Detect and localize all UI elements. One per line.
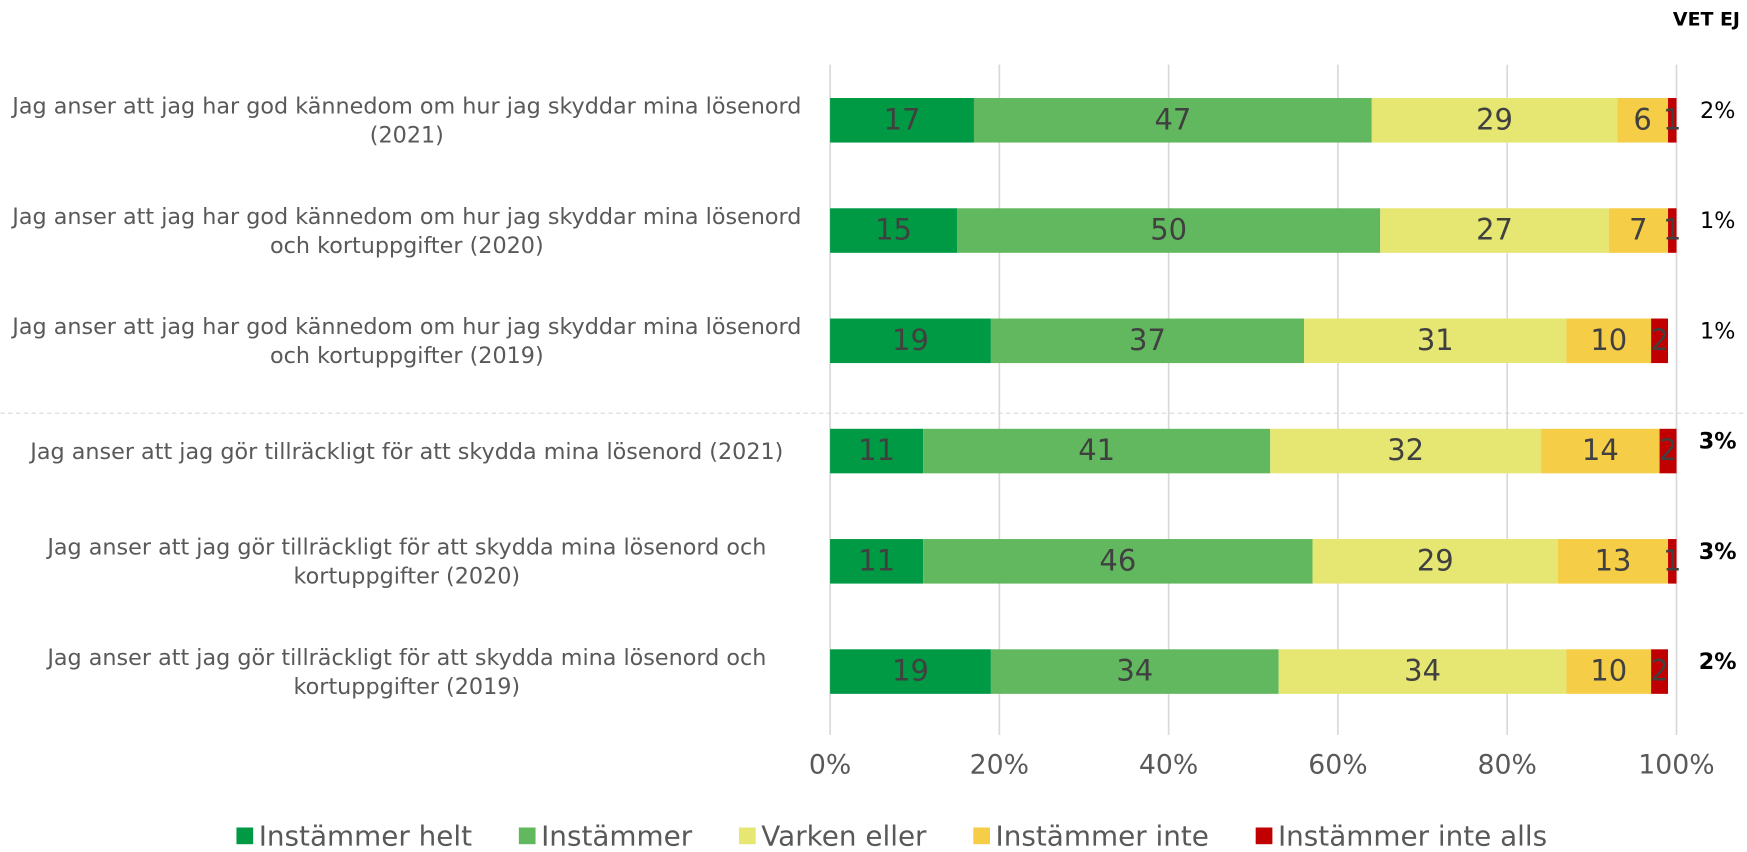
category-label-box: Jag anser att jag har god kännedom om hu… [12, 92, 802, 149]
legend-swatch [518, 827, 536, 845]
bar-segment [1557, 539, 1669, 584]
legend-label: Instämmer [541, 820, 693, 852]
category-label-box: Jag anser att jag gör tillräckligt för a… [47, 643, 767, 700]
bar-segment [923, 428, 1271, 474]
bar-segment [1371, 98, 1618, 143]
bar-segment [1278, 649, 1567, 694]
bar-segment [990, 649, 1279, 694]
bar-segment [1304, 318, 1567, 364]
data-label: 10 [1590, 323, 1627, 357]
bar-segment [1541, 428, 1660, 474]
legend-swatch [973, 827, 990, 845]
data-label: 11 [858, 433, 895, 467]
data-label: 6 [1633, 102, 1651, 136]
data-label: 32 [1387, 433, 1424, 467]
data-label: 1 [1663, 213, 1681, 247]
data-label: 47 [1154, 102, 1191, 136]
bar-segment [1380, 208, 1609, 253]
data-label: 10 [1590, 654, 1627, 688]
data-label: 34 [1116, 654, 1153, 688]
x-tick-label: 40% [1139, 750, 1198, 781]
bar-segment [830, 649, 991, 694]
data-label: 34 [1404, 654, 1441, 688]
category-label: Jag anser att jag gör tillräckligt för a… [47, 643, 767, 700]
bar-segment [1651, 649, 1669, 694]
x-tick-label: 20% [970, 750, 1029, 781]
category-label: Jag anser att jag gör tillräckligt för a… [47, 533, 767, 590]
legend-label: Varken eller [761, 820, 927, 852]
bar-segment [1312, 539, 1558, 584]
vet-ej-label: 3% [1699, 539, 1737, 565]
data-label: 17 [884, 102, 921, 136]
bar-segment [957, 208, 1381, 253]
bar-segment [1668, 98, 1677, 143]
data-label: 19 [892, 654, 929, 688]
bar-segment [923, 539, 1313, 584]
data-label: 1 [1663, 102, 1681, 136]
x-tick-label: 100% [1638, 750, 1714, 781]
vet-ej-label: 1% [1700, 318, 1735, 344]
category-label-box: Jag anser att jag har god kännedom om hu… [12, 202, 802, 259]
data-label: 13 [1595, 543, 1632, 577]
category-label-box: Jag anser att jag gör tillräckligt för a… [30, 437, 784, 465]
legend-label: Instämmer helt [259, 820, 472, 852]
bar-segment [1617, 98, 1669, 143]
category-label: Jag anser att jag har god kännedom om hu… [12, 92, 802, 149]
bar-segment [1566, 318, 1652, 364]
data-label: 46 [1099, 543, 1136, 577]
x-tick-label: 60% [1308, 750, 1367, 781]
legend-swatch [1255, 827, 1273, 845]
x-tick-label: 80% [1478, 750, 1537, 781]
data-label: 2 [1650, 323, 1668, 357]
data-label: 29 [1417, 543, 1454, 577]
legend-label: Instämmer inte alls [1278, 820, 1547, 852]
data-label: 27 [1476, 213, 1513, 247]
bar-segment [973, 98, 1372, 143]
bar-segment [1659, 428, 1677, 474]
bar-segment [1566, 649, 1652, 694]
bar-segment [830, 208, 958, 253]
category-label: Jag anser att jag har god kännedom om hu… [12, 312, 802, 369]
data-label: 1 [1663, 543, 1681, 577]
bar-segment [990, 318, 1305, 364]
vet-ej-label: 1% [1700, 208, 1735, 234]
category-label-box: Jag anser att jag gör tillräckligt för a… [47, 533, 767, 590]
data-label: 37 [1129, 323, 1166, 357]
legend-label: Instämmer inte [996, 820, 1209, 852]
bar-segment [830, 539, 924, 584]
bar-segment [1651, 318, 1669, 364]
data-label: 14 [1582, 433, 1619, 467]
x-tick-label: 0% [809, 750, 851, 781]
data-label: 15 [875, 213, 912, 247]
vet-ej-label: 3% [1699, 429, 1737, 455]
category-label-box: Jag anser att jag har god kännedom om hu… [12, 312, 802, 369]
bar-segment [830, 98, 974, 143]
data-label: 41 [1078, 433, 1115, 467]
bar-segment [830, 428, 924, 474]
bar-segment [1608, 208, 1669, 253]
legend-swatch [738, 827, 756, 845]
data-label: 50 [1150, 213, 1187, 247]
data-label: 2 [1659, 433, 1677, 467]
legend-swatch [236, 827, 254, 845]
data-label: 19 [892, 323, 929, 357]
data-label: 29 [1476, 102, 1513, 136]
vet-ej-title: VET EJ [1673, 9, 1740, 31]
data-label: 31 [1417, 323, 1454, 357]
bar-segment [1270, 428, 1542, 474]
data-label: 7 [1629, 213, 1647, 247]
data-label: 11 [858, 543, 895, 577]
category-label: Jag anser att jag har god kännedom om hu… [12, 202, 802, 259]
vet-ej-label: 2% [1699, 649, 1737, 675]
data-label: 2 [1650, 654, 1668, 688]
bar-segment [830, 318, 991, 364]
bar-segment [1668, 208, 1677, 253]
category-label: Jag anser att jag gör tillräckligt för a… [30, 437, 784, 465]
bar-segment [1668, 539, 1677, 584]
vet-ej-label: 2% [1700, 98, 1735, 124]
